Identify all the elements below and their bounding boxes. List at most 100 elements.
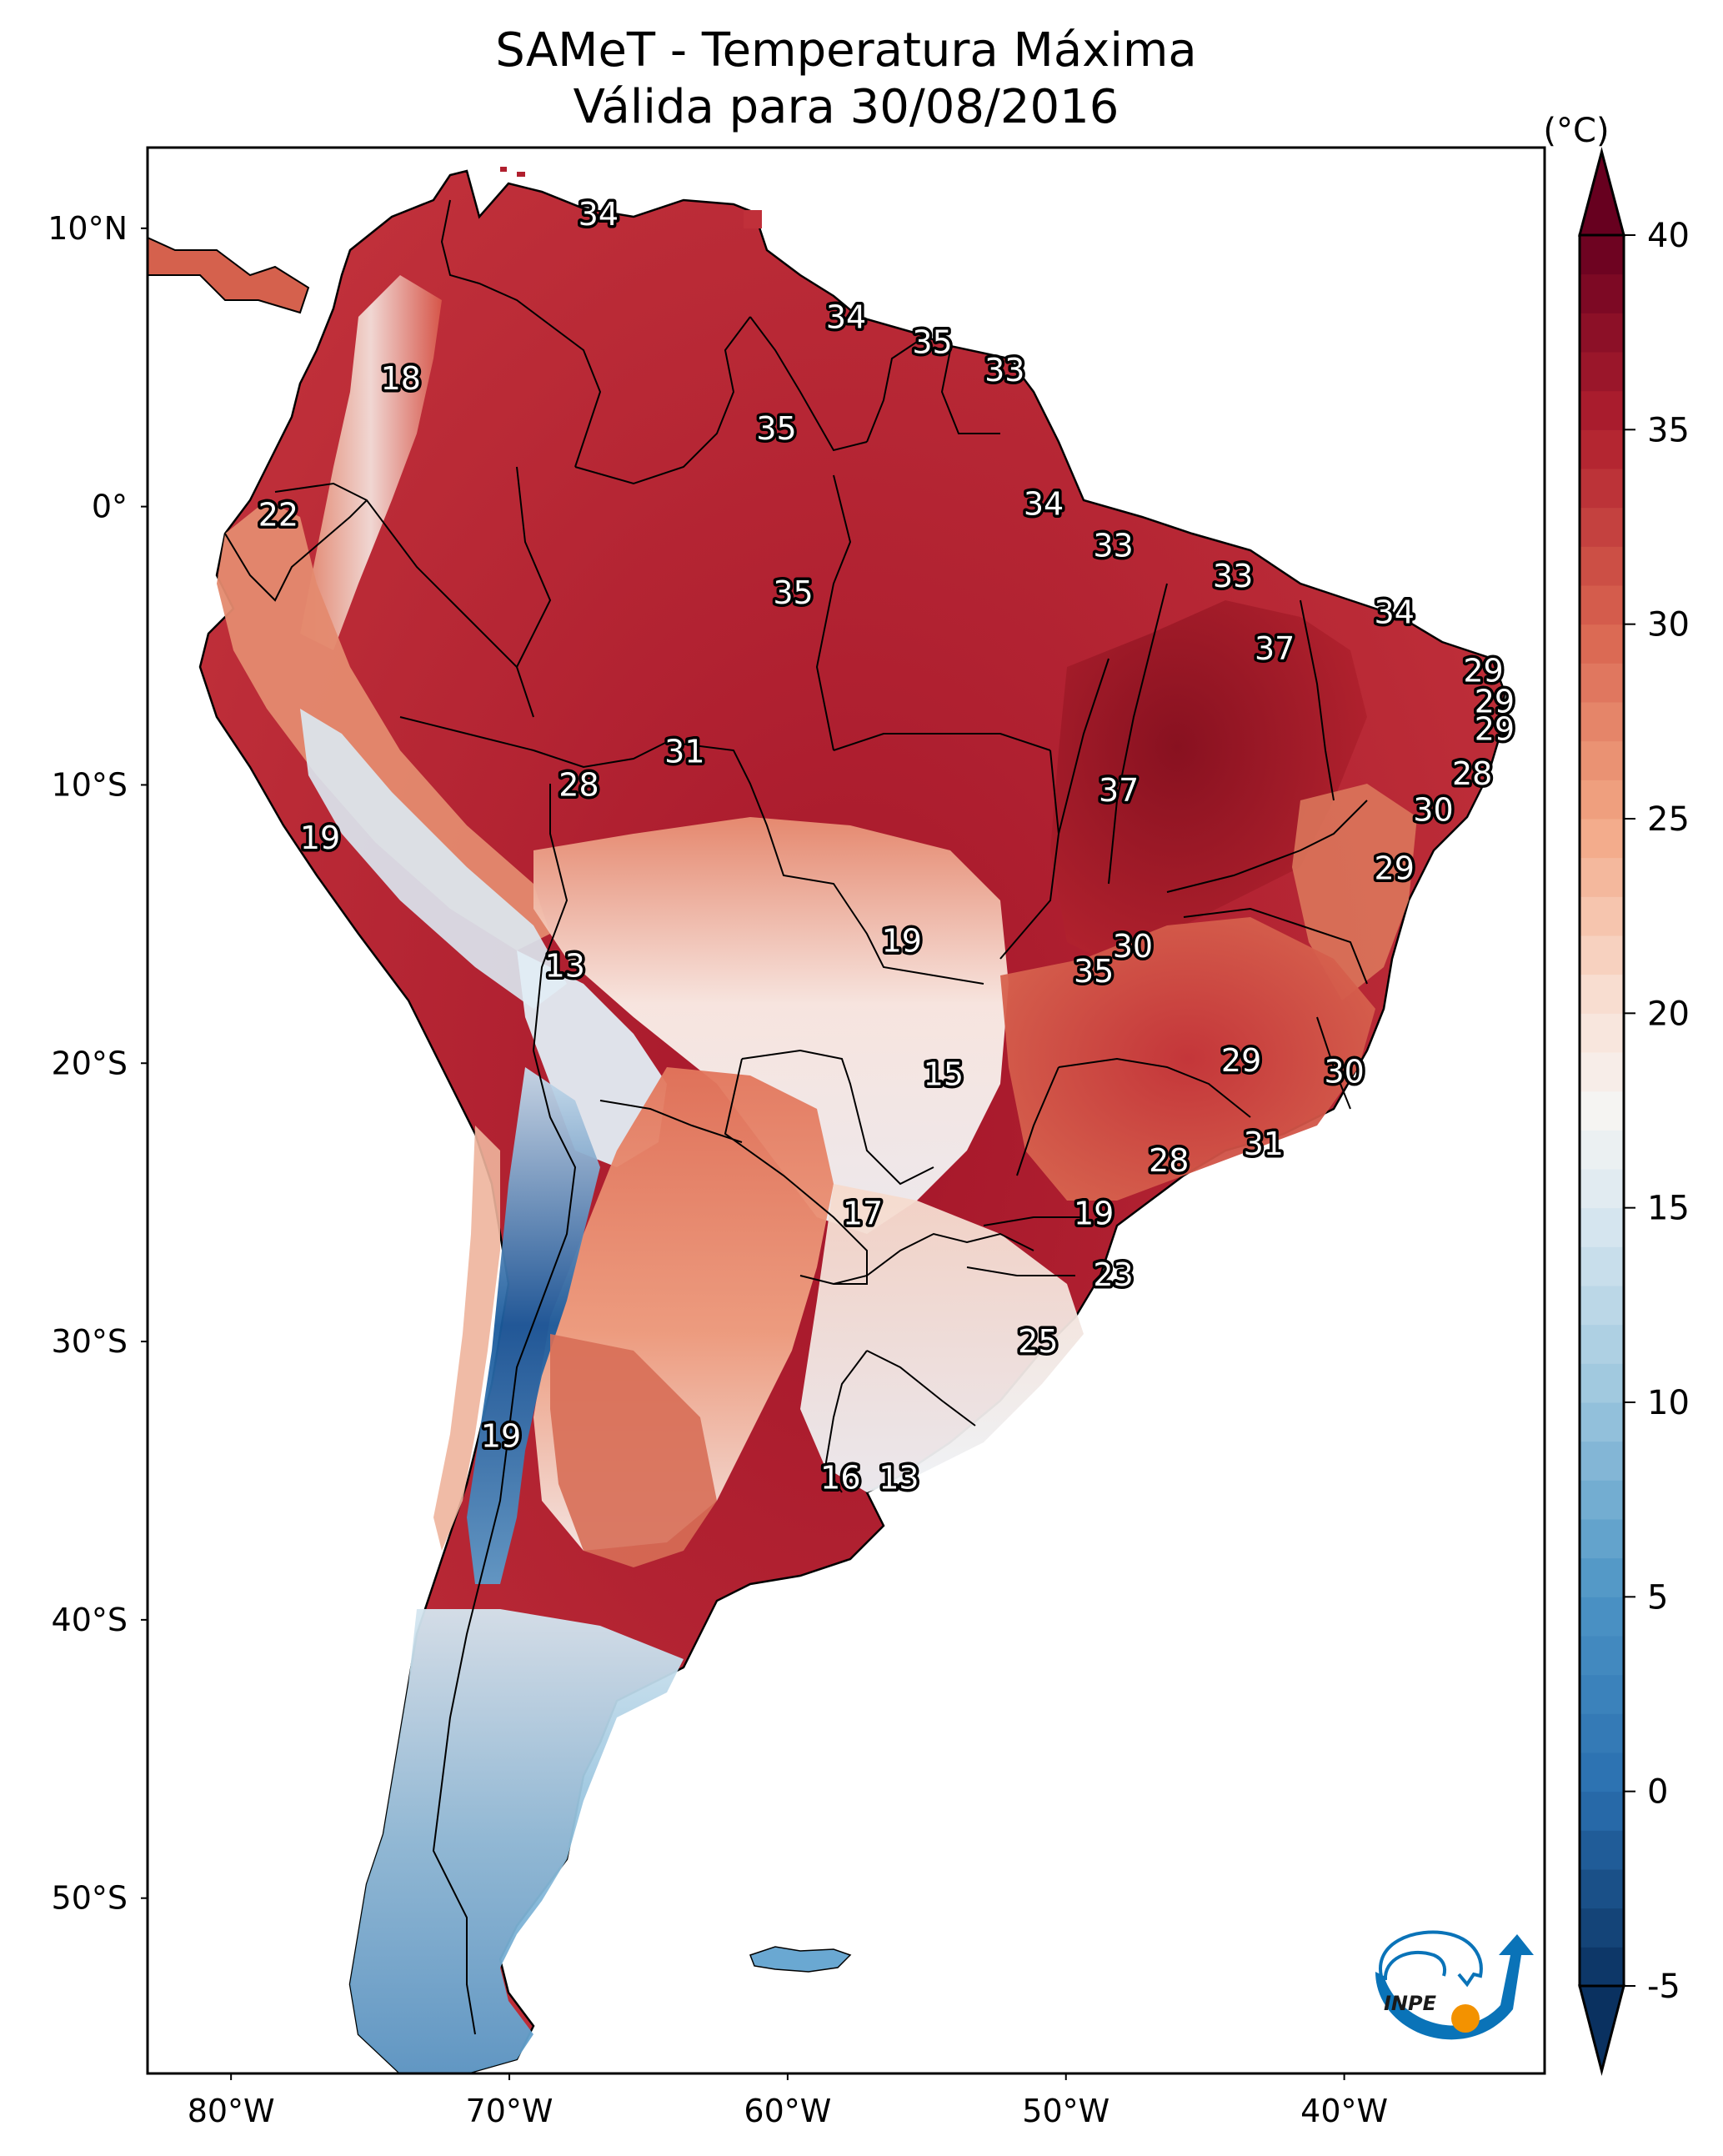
colorbar-tick-label: 30 [1647,606,1690,644]
colorbar-band [1580,1363,1624,1403]
station-temperature-label: 13 [879,1460,919,1497]
border-guyana [749,316,868,452]
station-temperature-label: 13 [545,947,585,984]
border-brazil-states-2 [815,474,852,751]
y-tick-label: 10°N [48,210,128,247]
colorbar-band [1580,1519,1624,1559]
station-temperature-label: 34 [826,299,866,336]
region-peru-andes [217,500,550,950]
border-paraguay-argentina [724,1058,868,1285]
colorbar-band [1580,1752,1624,1792]
station-temperature-label: 31 [1244,1126,1284,1162]
border-colombia-venezuela [440,199,602,468]
colorbar-band [1580,1557,1624,1597]
station-temperature-label: 35 [773,574,813,611]
border-brazil-states-3 [999,750,1060,960]
station-temperature-label: 19 [481,1418,521,1455]
border-brazil-states-9 [1058,1057,1251,1118]
border-brazil-states-1 [833,733,1051,751]
colorbar-tick-label: 5 [1647,1578,1668,1617]
colorbar-band [1580,1636,1624,1676]
colorbar-band [1580,1207,1624,1247]
station-temperature-label: 29 [1475,683,1515,720]
station-temperature-label: 35 [912,324,952,361]
colorbar-band [1580,663,1624,703]
border-brazil-states-10 [1016,1066,1059,1176]
y-tick-label: 20°S [52,1045,128,1081]
colorbar-band [1580,1246,1624,1286]
colorbar-band [1580,624,1624,664]
border-peru-bolivia [533,784,568,1051]
station-temperature-label: 23 [1093,1256,1133,1293]
colorbar-band [1580,702,1624,742]
border-brazil-states-11 [983,1216,1084,1226]
colorbar-band [1580,1869,1624,1909]
colorbar-bands [1580,235,1624,1987]
border-peru-brazil [399,716,668,769]
y-axis: 10°N 0° 10°S 20°S 30°S 40°S 50°S [48,210,148,1917]
border-brazil-states-13 [1316,1016,1351,1110]
region-altiplano [517,950,667,1167]
chart-title-line1: SAMeT - Temperatura Máxima [495,23,1197,78]
logo-inner-loop [1383,1950,1447,1981]
land-curacao [517,172,525,177]
colorbar-band [1580,1052,1624,1092]
station-temperature-label: 35 [1074,953,1114,990]
border-venezuela-brazil [574,316,751,485]
land-central-america [148,236,310,314]
border-brazil-states-4 [1058,658,1109,835]
station-temperature-label: 28 [1452,755,1492,792]
region-patagonia [350,1609,684,2073]
border-brazil-states-12 [966,1266,1075,1276]
region-northern-andes [300,275,442,650]
station-temperature-label: 28 [1149,1142,1189,1179]
logo-orange-sun [1451,2004,1480,2033]
colorbar-band [1580,585,1624,625]
border-colombia-brazil [516,466,552,668]
border-suriname [866,341,918,443]
colorbar-unit-label: (°C) [1543,112,1609,150]
colorbar-band [1580,1013,1624,1053]
station-temperature-label: 31 [664,733,704,770]
colorbar-band [1580,313,1624,353]
region-central-andes [467,1067,600,1584]
station-temperature-label: 37 [1255,630,1295,667]
station-temperature-label: 30 [1413,791,1453,828]
x-tick-label: 40°W [1300,2093,1388,2129]
station-temperature-label: 33 [1093,527,1133,564]
border-bolivia-paraguay [741,1049,934,1186]
colorbar-band [1580,935,1624,975]
y-tick-label: 50°S [52,1880,128,1917]
land-trinidad [744,210,762,228]
land-aruba [500,167,507,172]
x-axis: 80°W 70°W 60°W 50°W 40°W [188,2073,1388,2129]
station-temperature-label: 34 [1024,485,1064,522]
colorbar-band [1580,1324,1624,1364]
station-temperature-label: 17 [843,1196,883,1232]
station-temperature-label: 35 [756,410,796,447]
colorbar-band [1580,1441,1624,1481]
region-northeast-hot [1050,600,1367,967]
colorbar-ticks: -5 0 5 10 15 20 25 30 35 40 [1624,217,1690,2006]
chart-title-line2: Válida para 30/08/2016 [573,80,1119,134]
x-tick-label: 70°W [466,2093,553,2129]
colorbar-tick-label: 25 [1647,800,1690,839]
colorbar-band [1580,1713,1624,1753]
colorbar-band [1580,1480,1624,1520]
colorbar-band [1580,1286,1624,1326]
station-temperature-label: 34 [579,196,619,233]
region-bahia [1292,784,1417,1000]
station-temperature-label: 19 [1074,1196,1114,1232]
colorbar-outline [1578,233,1625,1988]
colorbar-tick-label: -5 [1647,1968,1680,2006]
border-brazil-bolivia [666,741,984,985]
region-pampas [800,1184,1084,1492]
colorbar-band [1580,429,1624,469]
border-brazil-states-7 [1300,599,1335,801]
logo-swoosh [1375,1934,1534,2040]
colorbar-band [1580,1908,1624,1948]
region-southeast-brazil [1000,917,1375,1201]
border-bolivia-argentina [599,1100,743,1143]
colorbar-tick-label: 40 [1647,217,1690,255]
